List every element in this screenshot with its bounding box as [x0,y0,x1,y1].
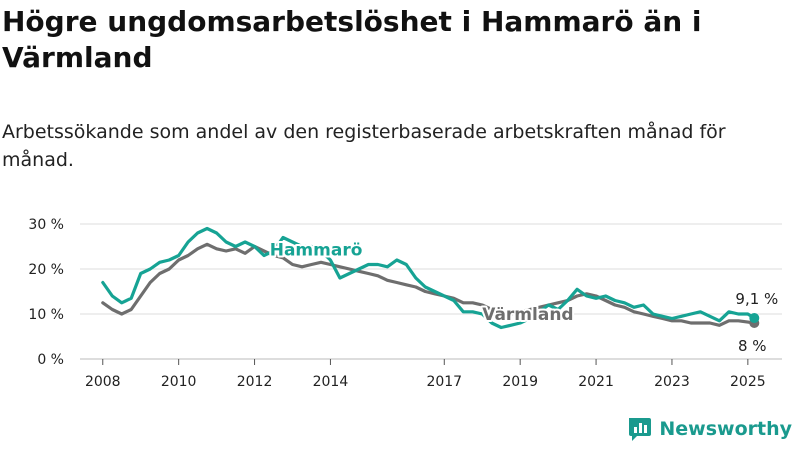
x-tick-label: 2010 [161,374,197,390]
x-tick-label: 2008 [85,374,121,390]
newsworthy-logo: Newsworthy [627,416,792,442]
x-tick-label: 2025 [730,374,766,390]
series-labels: Hammarö Värmland 9,1 % 8 % [268,239,779,356]
x-tick-label: 2012 [237,374,273,390]
series-label-varmland: Värmland [482,305,573,325]
x-tick-label: 2017 [426,374,462,390]
x-tick-label: 2023 [654,374,690,390]
y-tick-label: 20 % [28,262,64,278]
series-line-varmland [101,242,756,327]
gridlines [80,223,782,360]
x-tick-label: 2021 [578,374,614,390]
bar-chart-icon [629,418,652,441]
chart-subtitle: Arbetssökande som andel av den registerb… [2,121,726,171]
end-label-varmland: 8 % [738,337,767,355]
end-point-hammaro [749,313,760,324]
axes: 0 % 10 % 20 % 30 % 2008 2010 2012 2014 2017 2019 2… [28,217,765,390]
series-lines [101,226,760,330]
logo-text: Newsworthy [659,418,792,440]
end-label-hammaro: 9,1 % [735,290,778,308]
y-tick-label: 0 % [37,352,64,368]
y-tick-label: 10 % [28,307,64,323]
series-label-hammaro: Hammarö [270,241,363,261]
x-tick-label: 2019 [502,374,538,390]
series-line-hammaro [101,226,756,330]
y-tick-label: 30 % [28,217,64,233]
x-tick-label: 2014 [313,374,349,390]
chart-title: Högre ungdomsarbetslöshet i Hammarö än i… [2,5,702,74]
line-chart: 0 % 10 % 20 % 30 % 2008 2010 2012 2014 2017 2019 2… [28,217,782,390]
